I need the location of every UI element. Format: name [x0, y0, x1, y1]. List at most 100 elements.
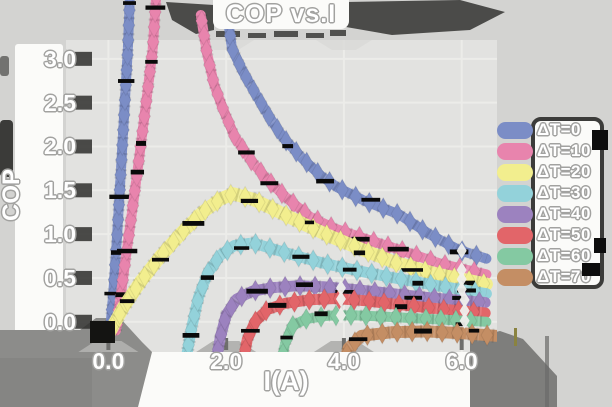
diamond-marker — [375, 246, 389, 270]
series-layer — [103, 0, 497, 352]
legend-swatch-dt30 — [497, 184, 533, 202]
diamond-marker — [279, 203, 293, 227]
band-dash — [246, 288, 268, 294]
legend-swatch-dt40 — [497, 205, 533, 223]
band-dash — [361, 197, 381, 202]
band-dash — [240, 198, 259, 204]
y-tick-mark — [72, 314, 92, 329]
diamond-marker — [270, 117, 284, 141]
band-dash — [292, 254, 310, 259]
diamond-marker — [139, 89, 153, 113]
diamond-marker — [107, 268, 121, 292]
diamond-marker — [137, 104, 151, 128]
band-dash — [280, 335, 293, 340]
diamond-marker — [341, 342, 353, 352]
diamond-marker — [114, 148, 129, 172]
band-dash — [119, 299, 135, 304]
diamond-marker — [333, 229, 348, 253]
diamond-marker — [379, 264, 394, 288]
diamond-marker — [375, 321, 389, 345]
band-dash — [414, 328, 432, 334]
diamond-marker — [435, 320, 449, 344]
diamond-marker — [405, 320, 419, 344]
white-diamond-marker — [459, 291, 470, 308]
band-dash — [452, 295, 466, 300]
x-tick-mark — [106, 338, 111, 350]
band-dash — [295, 282, 314, 288]
diamond-marker — [286, 314, 300, 338]
diamond-marker — [129, 277, 143, 301]
diamond-marker — [221, 110, 236, 134]
legend-swatch-dt10 — [497, 142, 533, 160]
band-dash — [238, 150, 255, 155]
diamond-marker — [121, 28, 135, 52]
band-dash — [282, 144, 294, 149]
band-dash — [200, 275, 215, 280]
band-dash — [104, 291, 123, 296]
diamond-marker — [238, 337, 252, 352]
y-tick-mark — [72, 51, 92, 66]
white-diamond-marker — [335, 307, 346, 324]
diamond-marker — [278, 275, 292, 299]
corner-shadow-inner — [0, 358, 92, 407]
title-underline-dash — [248, 33, 266, 38]
diamond-marker — [365, 261, 379, 285]
white-diamond-marker — [459, 302, 470, 319]
diamond-marker — [239, 65, 253, 89]
band-dash — [182, 333, 200, 338]
y-axis-label-strip — [15, 44, 63, 340]
diamond-marker — [128, 179, 142, 203]
band-dash — [455, 322, 466, 327]
band-dash — [130, 169, 145, 175]
diamond-marker — [210, 189, 224, 213]
diamond-marker — [247, 78, 261, 102]
diamond-marker — [112, 193, 126, 217]
y-tick-mark — [72, 139, 92, 154]
diamond-marker — [277, 342, 289, 352]
diamond-marker — [110, 223, 124, 247]
diamond-marker — [428, 225, 442, 249]
diamond-marker — [252, 190, 266, 214]
x-tick-mark — [341, 338, 346, 350]
diamond-marker — [317, 287, 331, 311]
diamond-marker — [248, 232, 263, 256]
white-diamond-marker — [459, 312, 470, 329]
band-dash — [116, 248, 138, 254]
white-diamond-marker — [335, 290, 346, 307]
diamond-marker — [415, 218, 430, 242]
diamond-marker — [234, 233, 248, 257]
y-tick-mark — [72, 270, 92, 285]
diamond-marker — [187, 303, 201, 328]
diamond-marker — [480, 323, 494, 347]
diamond-marker — [220, 238, 234, 262]
white-diamond-marker — [456, 271, 467, 288]
series-band-dt30 — [180, 232, 492, 352]
diamond-marker — [143, 60, 157, 84]
diamond-marker — [287, 290, 302, 314]
diamond-marker — [450, 321, 464, 345]
diamond-marker — [111, 208, 125, 232]
diamond-marker — [300, 151, 314, 175]
band-dash — [342, 267, 357, 272]
legend-swatch-dt20 — [497, 163, 533, 181]
band-dash — [233, 246, 250, 250]
diamond-marker — [224, 183, 238, 207]
legend-shadow-notch — [594, 238, 606, 253]
stray-mark — [514, 328, 517, 346]
diamond-marker — [235, 285, 249, 309]
band-dash — [136, 140, 147, 146]
diamond-marker — [292, 210, 307, 234]
diamond-marker — [349, 184, 363, 208]
band-dash — [335, 290, 355, 294]
band-dash — [110, 250, 122, 255]
diamond-marker — [181, 333, 196, 352]
diamond-marker — [344, 303, 358, 327]
legend-shadow-notch — [582, 263, 600, 276]
diamond-marker — [191, 289, 205, 313]
diamond-marker — [390, 320, 404, 344]
diamond-marker — [320, 223, 334, 247]
band-dash — [412, 280, 424, 286]
diamond-marker — [263, 236, 277, 260]
top-edge-bevel — [315, 40, 372, 50]
band-dash — [145, 5, 166, 10]
